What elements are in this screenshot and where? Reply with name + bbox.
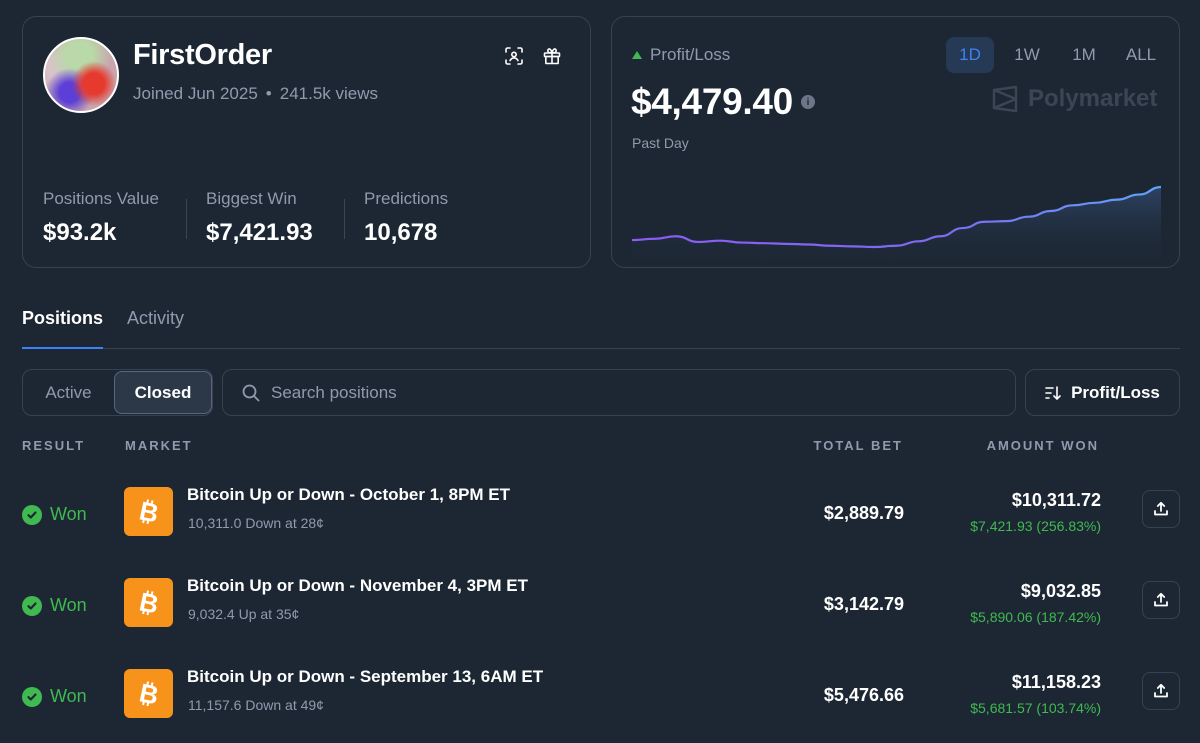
avatar[interactable] — [43, 37, 119, 113]
search-box — [222, 369, 1016, 416]
column-header-result: RESULT — [22, 438, 86, 453]
meta-separator: • — [265, 84, 272, 103]
svg-text:B: B — [136, 497, 161, 527]
range-tab-1m[interactable]: 1M — [1072, 45, 1096, 64]
search-icon — [242, 384, 260, 401]
market-title[interactable]: Bitcoin Up or Down - October 1, 8PM ET — [187, 485, 511, 504]
svg-text:B: B — [136, 588, 161, 618]
bitcoin-icon: B — [124, 669, 173, 718]
tab-positions[interactable]: Positions — [22, 306, 103, 349]
brand-name: Polymarket — [1028, 85, 1158, 112]
bitcoin-icon: B — [124, 487, 173, 536]
pnl-label: Profit/Loss — [632, 45, 730, 65]
view-count: 241.5k views — [279, 84, 379, 103]
stat-positions-value: Positions Value $93.2k — [43, 189, 159, 247]
amount-won: $9,032.85 — [1020, 581, 1101, 601]
filter-closed-button[interactable]: Closed — [114, 371, 212, 414]
filter-active-button[interactable]: Active — [45, 382, 92, 402]
sort-button[interactable]: Profit/Loss — [1025, 369, 1180, 416]
total-bet: $5,476.66 — [823, 685, 904, 705]
profile-meta: Joined Jun 2025 • 241.5k views — [133, 84, 378, 104]
pnl-value: $4,479.40 i — [631, 81, 815, 123]
result-badge: Won — [22, 686, 87, 707]
share-button[interactable] — [1142, 581, 1180, 619]
status-toggle: Active Closed — [22, 369, 213, 416]
stat-label: Predictions — [364, 189, 449, 208]
profile-card: FirstOrder Joined Jun 2025 • 241.5k views … — [22, 16, 591, 268]
result-badge: Won — [22, 504, 87, 525]
result-label: Won — [50, 686, 87, 706]
result-label: Won — [50, 595, 87, 615]
gift-icon[interactable] — [541, 45, 563, 67]
amount-won: $10,311.72 — [1011, 490, 1101, 510]
share-button[interactable] — [1142, 672, 1180, 710]
stat-label: Biggest Win — [206, 189, 297, 208]
stat-divider — [344, 199, 345, 239]
up-triangle-icon — [632, 51, 642, 59]
profit-percent: $5,890.06 (187.42%) — [970, 609, 1101, 625]
share-icon — [1154, 592, 1168, 607]
result-badge: Won — [22, 595, 87, 616]
stat-value: $93.2k — [43, 219, 117, 246]
market-title[interactable]: Bitcoin Up or Down - November 4, 3PM ET — [187, 576, 528, 595]
range-tabs: 1D 1W 1M ALL — [946, 37, 1165, 73]
pnl-card: Profit/Loss $4,479.40 i Past Day 1D 1W 1… — [611, 16, 1180, 268]
joined-date: Joined Jun 2025 — [133, 84, 258, 103]
stat-biggest-win: Biggest Win $7,421.93 — [206, 189, 313, 247]
profile-username: FirstOrder — [133, 39, 272, 71]
range-tab-1d[interactable]: 1D — [946, 37, 994, 73]
stat-value: 10,678 — [364, 219, 438, 246]
search-input[interactable] — [271, 382, 971, 403]
stat-label: Positions Value — [43, 189, 159, 208]
sort-icon — [1045, 385, 1061, 400]
table-row[interactable]: Won B Bitcoin Up or Down - September 13,… — [0, 667, 1200, 743]
column-header-market: MARKET — [125, 438, 193, 453]
svg-text:B: B — [136, 679, 161, 709]
profit-percent: $7,421.93 (256.83%) — [970, 518, 1101, 534]
check-circle-icon — [22, 595, 42, 616]
pnl-label-text: Profit/Loss — [650, 45, 731, 64]
pnl-amount: $4,479.40 — [631, 81, 793, 122]
result-label: Won — [50, 504, 87, 524]
range-tab-all[interactable]: ALL — [1125, 45, 1157, 64]
market-position: 9,032.4 Up at 35¢ — [188, 606, 300, 622]
tab-activity[interactable]: Activity — [127, 308, 185, 328]
column-header-total-bet: TOTAL BET — [813, 438, 903, 453]
total-bet: $3,142.79 — [823, 594, 904, 614]
stat-predictions: Predictions 10,678 — [364, 189, 448, 247]
market-position: 10,311.0 Down at 28¢ — [188, 515, 324, 531]
share-button[interactable] — [1142, 490, 1180, 528]
share-icon — [1154, 683, 1168, 698]
check-circle-icon — [22, 504, 42, 525]
bitcoin-icon: B — [124, 578, 173, 627]
stat-value: $7,421.93 — [206, 219, 313, 246]
polymarket-logo-icon — [992, 85, 1018, 113]
info-icon[interactable]: i — [800, 95, 815, 109]
market-position: 11,157.6 Down at 49¢ — [188, 697, 324, 713]
profit-percent: $5,681.57 (103.74%) — [970, 700, 1101, 716]
market-title[interactable]: Bitcoin Up or Down - September 13, 6AM E… — [187, 667, 544, 686]
total-bet: $2,889.79 — [823, 503, 904, 523]
check-circle-icon — [22, 686, 42, 707]
stat-divider — [186, 199, 187, 239]
main-tabs: Positions Activity — [22, 306, 1180, 349]
sort-label: Profit/Loss — [1071, 382, 1160, 402]
chart-area-fill — [632, 187, 1161, 267]
table-row[interactable]: Won B Bitcoin Up or Down - November 4, 3… — [0, 576, 1200, 666]
pnl-period: Past Day — [632, 135, 689, 151]
share-icon — [1154, 501, 1168, 516]
polymarket-watermark: Polymarket — [992, 85, 1157, 113]
pnl-chart — [631, 185, 1162, 267]
amount-won: $11,158.23 — [1011, 672, 1101, 692]
chart-series-line — [631, 185, 1162, 249]
scan-icon[interactable] — [503, 45, 525, 67]
column-header-amount-won: AMOUNT WON — [986, 438, 1099, 453]
table-row[interactable]: Won B Bitcoin Up or Down - October 1, 8P… — [0, 485, 1200, 575]
range-tab-1w[interactable]: 1W — [1014, 45, 1040, 64]
